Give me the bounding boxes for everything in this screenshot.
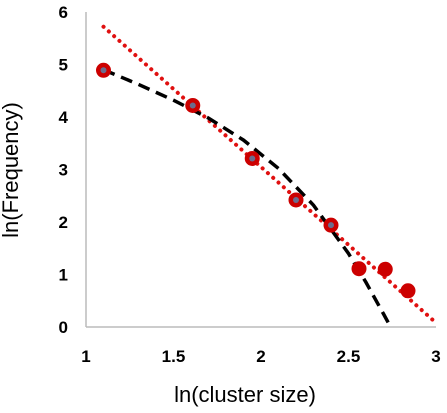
y-axis-title: ln(Frequency) xyxy=(0,102,23,238)
fit-lines xyxy=(101,24,438,327)
y-tick-label: 2 xyxy=(59,213,68,232)
data-point-center xyxy=(249,155,256,162)
y-tick-label: 3 xyxy=(59,161,68,180)
data-point xyxy=(400,283,416,299)
y-tick-label: 6 xyxy=(59,3,68,22)
data-point-center xyxy=(189,102,196,109)
x-axis-ticks: 1 1.5 2 2.5 3 xyxy=(81,347,440,366)
y-axis-ticks: 0 1 2 3 4 5 6 xyxy=(59,3,69,337)
x-tick-label: 2.5 xyxy=(337,347,361,366)
plot-area xyxy=(96,24,438,327)
y-tick-label: 5 xyxy=(59,56,68,75)
data-points xyxy=(96,62,416,299)
x-tick-label: 1 xyxy=(81,347,90,366)
y-tick-label: 4 xyxy=(59,108,69,127)
y-tick-label: 1 xyxy=(59,266,68,285)
data-point xyxy=(377,261,393,277)
data-point-center xyxy=(328,222,334,229)
x-tick-label: 1.5 xyxy=(162,347,186,366)
curve-fit-line xyxy=(102,68,393,327)
data-point-center xyxy=(100,67,107,74)
data-point-center xyxy=(293,196,299,203)
y-tick-label: 0 xyxy=(59,318,68,337)
x-axis-title: ln(cluster size) xyxy=(174,382,316,407)
linear-fit-line xyxy=(101,24,438,325)
x-tick-label: 3 xyxy=(431,347,440,366)
data-point xyxy=(351,261,367,277)
x-tick-label: 2 xyxy=(256,347,265,366)
